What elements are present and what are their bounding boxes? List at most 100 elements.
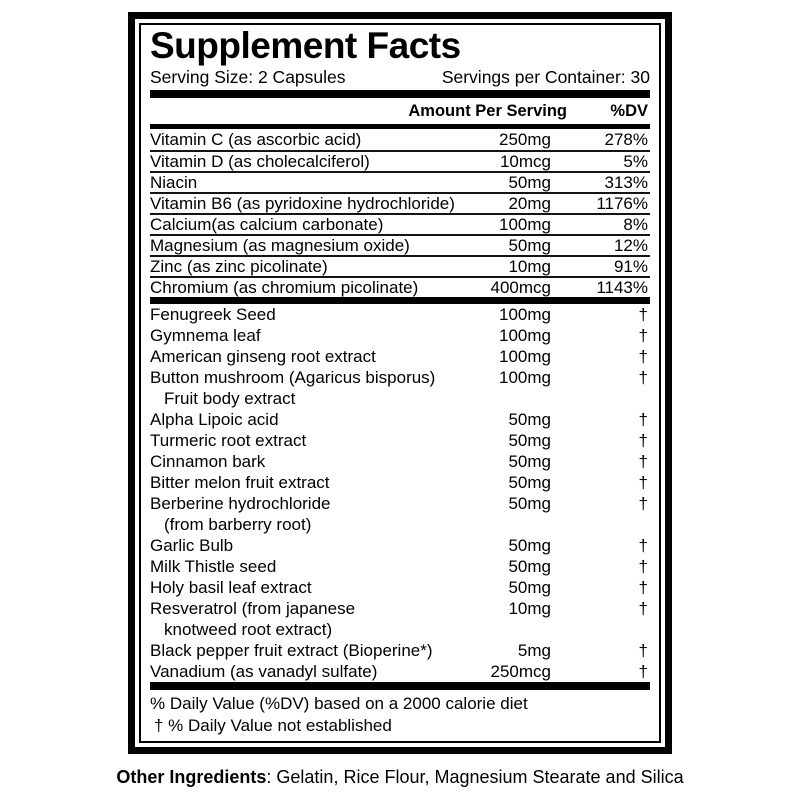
dv-value: 278% xyxy=(604,129,648,149)
table-row: Alpha Lipoic acid 50mg † xyxy=(150,409,650,430)
ingredient-name-line: Button mushroom (Agaricus bisporus) xyxy=(150,368,436,387)
amount-value: 50mg xyxy=(508,578,551,597)
ingredient-name: Gymnema leaf xyxy=(150,325,446,346)
ingredient-name: Holy basil leaf extract xyxy=(150,577,446,598)
table-row: Calcium(as calcium carbonate) 100mg 8% xyxy=(150,213,650,234)
dv-value: † xyxy=(638,557,648,576)
dv-value: 8% xyxy=(623,214,648,234)
dv-value: † xyxy=(638,578,648,597)
ingredient-name-line: Turmeric root extract xyxy=(150,431,307,450)
ingredient-name-line: Black pepper fruit extract (Bioperine*) xyxy=(150,641,433,660)
ingredient-name-line: Chromium (as chromium picolinate) xyxy=(150,277,419,297)
ingredient-name-continuation: Fruit body extract xyxy=(164,389,296,408)
ingredient-name-line: Cinnamon bark xyxy=(150,452,266,471)
amount-value: 100mg xyxy=(499,214,551,234)
panel-title: Supplement Facts xyxy=(150,25,461,66)
amount-value: 10mcg xyxy=(499,151,551,171)
ingredient-name-line: Fenugreek Seed xyxy=(150,305,276,324)
dv-value: † xyxy=(638,473,648,492)
table-row: Garlic Bulb 50mg † xyxy=(150,535,650,556)
ingredient-name-line: Magnesium (as magnesium oxide) xyxy=(150,235,410,255)
ingredient-name-line: Vitamin D (as cholecalciferol) xyxy=(150,151,370,171)
ingredient-name: Magnesium (as magnesium oxide) xyxy=(150,236,446,256)
ingredient-name-line: Berberine hydrochloride xyxy=(150,494,331,513)
amount-value: 100mg xyxy=(499,347,551,366)
ingredient-name: Niacin xyxy=(150,173,446,193)
servings-per-container-text: Servings per Container: 30 xyxy=(441,67,650,87)
dv-value: † xyxy=(638,326,648,345)
ingredient-name: Button mushroom (Agaricus bisporus) Fruit… xyxy=(150,367,446,409)
ingredient-name-line: Vitamin C (as ascorbic acid) xyxy=(150,129,362,149)
amount-value: 50mg xyxy=(508,473,551,492)
ingredient-name: American ginseng root extract xyxy=(150,346,446,367)
amount-value: 400mcg xyxy=(490,277,551,297)
table-row: Fenugreek Seed 100mg † xyxy=(150,304,650,325)
table-row: Turmeric root extract 50mg † xyxy=(150,430,650,451)
amount-value: 10mg xyxy=(508,599,551,618)
ingredient-name-line: Gymnema leaf xyxy=(150,326,261,345)
dv-value: † xyxy=(638,431,648,450)
ingredient-name: Alpha Lipoic acid xyxy=(150,409,446,430)
amount-value: 50mg xyxy=(508,557,551,576)
section-divider xyxy=(150,124,650,129)
ingredient-name: Berberine hydrochloride (from barberry ro… xyxy=(150,493,446,535)
amount-value: 10mg xyxy=(508,256,551,276)
section-divider xyxy=(150,90,650,98)
dv-value: 12% xyxy=(613,235,648,255)
ingredient-name: Vitamin B6 (as pyridoxine hydrochloride) xyxy=(150,193,455,214)
dv-value: † xyxy=(638,641,648,660)
other-ingredients-label: Other Ingredients xyxy=(116,767,267,787)
ingredient-name: Garlic Bulb xyxy=(150,535,446,556)
dv-value: 1143% xyxy=(596,277,648,297)
ingredient-name-line: Milk Thistle seed xyxy=(150,557,277,576)
dv-value: † xyxy=(638,662,648,681)
dv-value: † xyxy=(638,536,648,555)
table-row: Magnesium (as magnesium oxide) 50mg 12% xyxy=(150,234,650,255)
footnotes: % Daily Value (%DV) based on a 2000 calo… xyxy=(150,693,650,737)
table-row: Black pepper fruit extract (Bioperine*) 5… xyxy=(150,640,650,661)
dv-value: † xyxy=(638,410,648,429)
footnote-not-established: † % Daily Value not established xyxy=(154,716,392,735)
ingredient-name: Zinc (as zinc picolinate) xyxy=(150,257,446,277)
amount-column-header: Amount Per Serving xyxy=(408,102,567,120)
amount-value: 50mg xyxy=(508,431,551,450)
table-row: Gymnema leaf 100mg † xyxy=(150,325,650,346)
column-header-row: Amount Per Serving %DV xyxy=(150,100,650,122)
ingredient-name: Fenugreek Seed xyxy=(150,304,446,325)
ingredient-name-continuation: knotweed root extract) xyxy=(164,620,333,639)
table-row: Cinnamon bark 50mg † xyxy=(150,451,650,472)
section-divider xyxy=(150,682,650,690)
supplement-facts-panel: Supplement Facts Serving Size: 2 Capsule… xyxy=(128,12,672,754)
botanicals-section: Fenugreek Seed 100mg † Gymnema leaf 100mg † Am… xyxy=(150,304,650,682)
table-row: Resveratrol (from japanese knotweed root … xyxy=(150,598,650,640)
ingredient-name: Chromium (as chromium picolinate) xyxy=(150,278,446,298)
table-row: Chromium (as chromium picolinate) 400mcg 1… xyxy=(150,276,650,297)
dv-value: † xyxy=(638,305,648,324)
dv-value: † xyxy=(638,494,648,513)
ingredient-name-line: Niacin xyxy=(150,172,198,192)
vitamins-section: Vitamin C (as ascorbic acid) 250mg 278% Vit… xyxy=(150,129,650,297)
footnote-daily-value: % Daily Value (%DV) based on a 2000 calo… xyxy=(150,694,528,713)
amount-value: 250mcg xyxy=(490,662,551,681)
dv-value: 313% xyxy=(604,172,648,192)
ingredient-name: Bitter melon fruit extract xyxy=(150,472,446,493)
section-divider xyxy=(150,297,650,304)
ingredient-name-line: Bitter melon fruit extract xyxy=(150,473,330,492)
panel-inner-frame: Supplement Facts Serving Size: 2 Capsule… xyxy=(139,23,661,743)
ingredient-name-line: Vitamin B6 (as pyridoxine hydrochloride) xyxy=(150,193,455,213)
serving-size-text: Serving Size: 2 Capsules xyxy=(150,67,346,87)
other-ingredients-list: : Gelatin, Rice Flour, Magnesium Stearat… xyxy=(266,767,684,787)
ingredient-name: Milk Thistle seed xyxy=(150,556,446,577)
amount-value: 50mg xyxy=(508,536,551,555)
table-row: Milk Thistle seed 50mg † xyxy=(150,556,650,577)
table-row: Vitamin D (as cholecalciferol) 10mcg 5% xyxy=(150,150,650,171)
ingredient-name: Calcium(as calcium carbonate) xyxy=(150,215,446,235)
amount-value: 100mg xyxy=(499,326,551,345)
ingredient-name-line: Vanadium (as vanadyl sulfate) xyxy=(150,662,378,681)
dv-value: 91% xyxy=(613,256,648,276)
ingredient-name-line: Alpha Lipoic acid xyxy=(150,410,279,429)
dv-value: 5% xyxy=(623,151,648,171)
ingredient-name: Vitamin C (as ascorbic acid) xyxy=(150,130,446,150)
table-row: Niacin 50mg 313% xyxy=(150,171,650,192)
ingredient-name: Vitamin D (as cholecalciferol) xyxy=(150,152,446,172)
